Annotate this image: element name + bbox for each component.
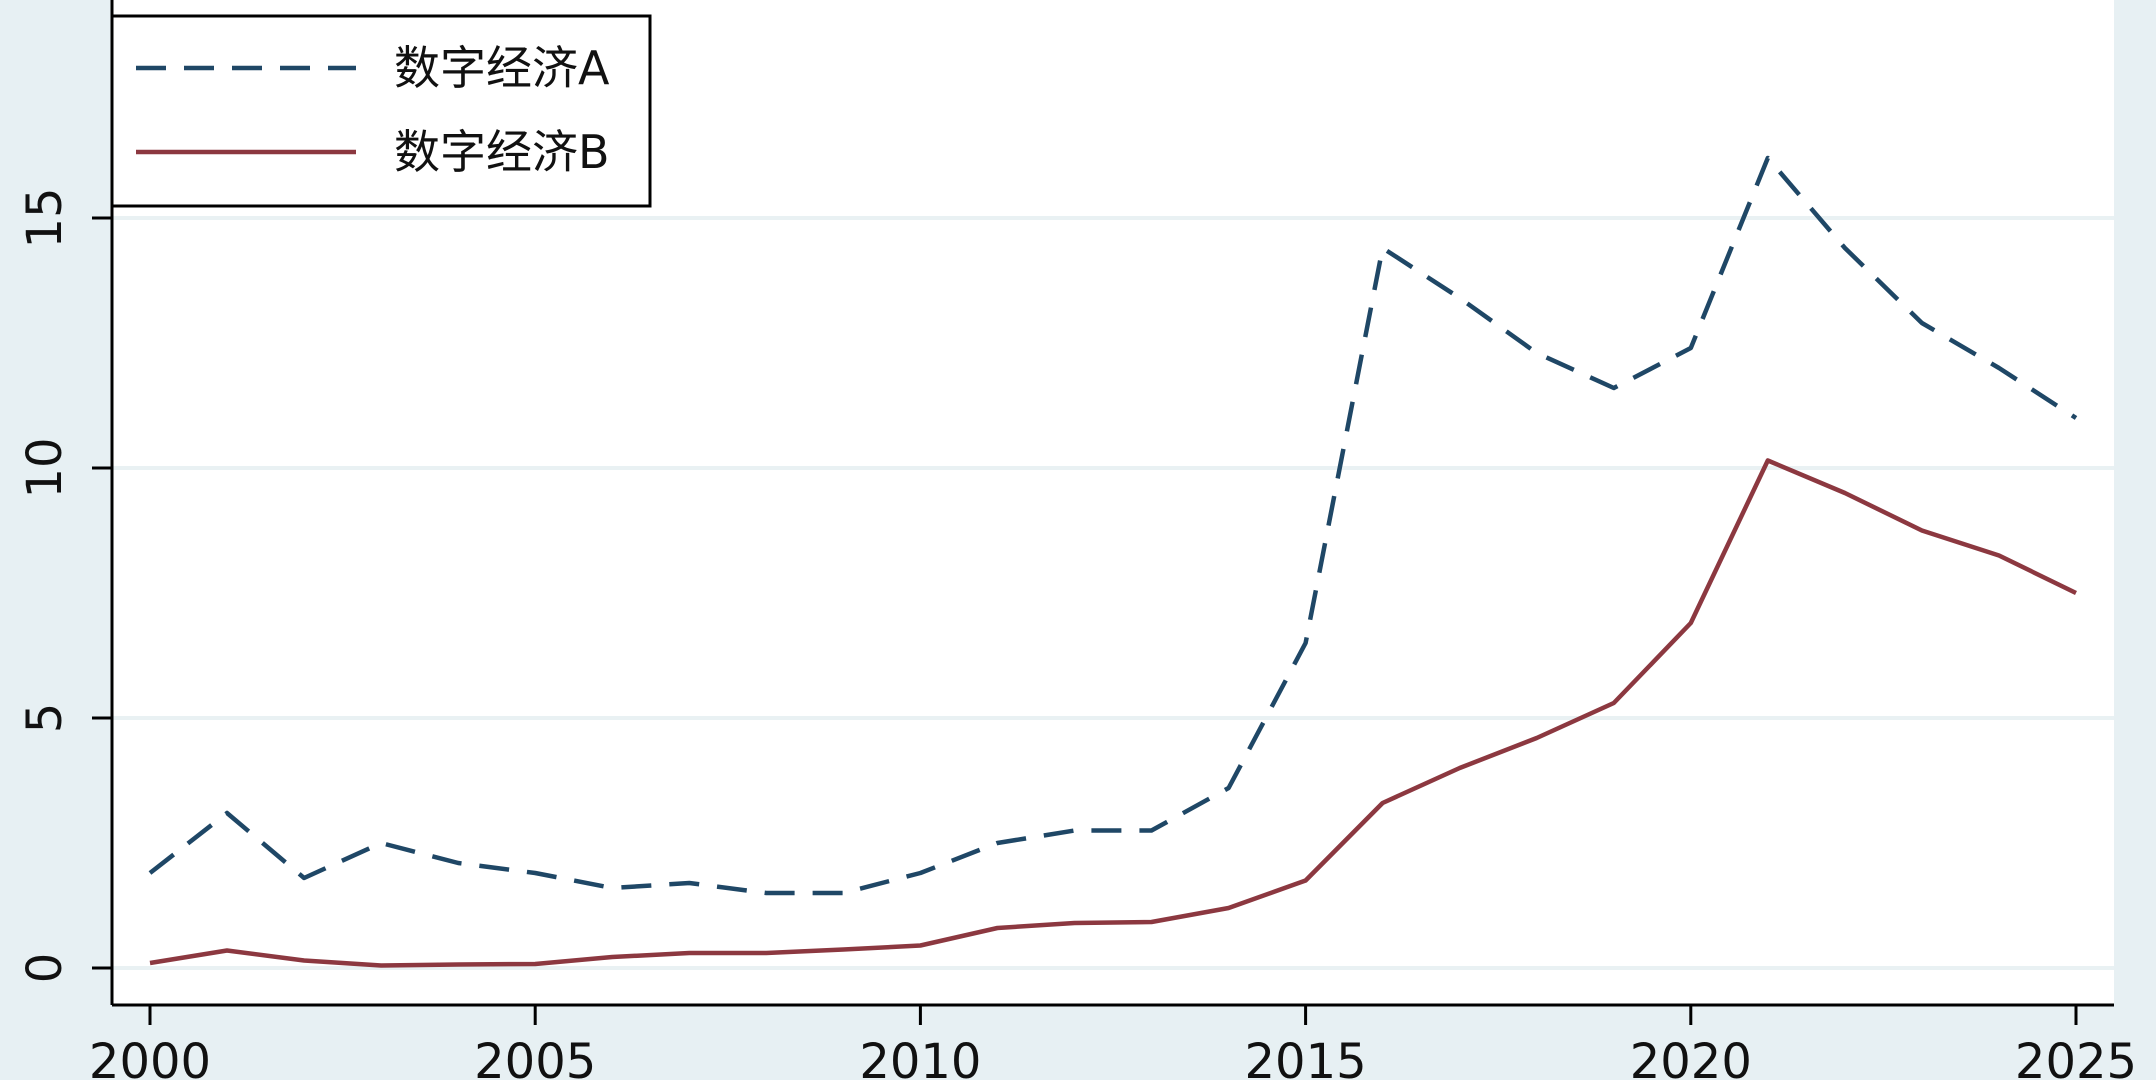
series-line-2 <box>149 458 2077 968</box>
legend-box <box>110 14 652 208</box>
y-tick-label-5: 5 <box>17 703 73 734</box>
x-tick-label-2020: 2020 <box>1630 1034 1752 1080</box>
x-tick-label-2000: 2000 <box>89 1034 211 1080</box>
y-tick-label-10: 10 <box>17 437 73 498</box>
legend: 数字经济A 数字经济B <box>110 14 652 208</box>
axes: 0 5 10 15 2000 2005 2010 2015 2020 2025 <box>17 0 2137 1080</box>
y-tick-label-0: 0 <box>17 953 73 984</box>
legend-label-1: 数字经济A <box>394 41 610 95</box>
x-tick-label-2010: 2010 <box>859 1034 981 1080</box>
legend-label-2: 数字经济B <box>394 125 610 179</box>
series-line-1 <box>148 155 2078 896</box>
y-tick-label-15: 15 <box>17 187 73 248</box>
series-lines <box>148 155 2078 968</box>
x-tick-label-2025: 2025 <box>2015 1034 2137 1080</box>
x-tick-label-2005: 2005 <box>474 1034 596 1080</box>
x-tick-label-2015: 2015 <box>1245 1034 1367 1080</box>
